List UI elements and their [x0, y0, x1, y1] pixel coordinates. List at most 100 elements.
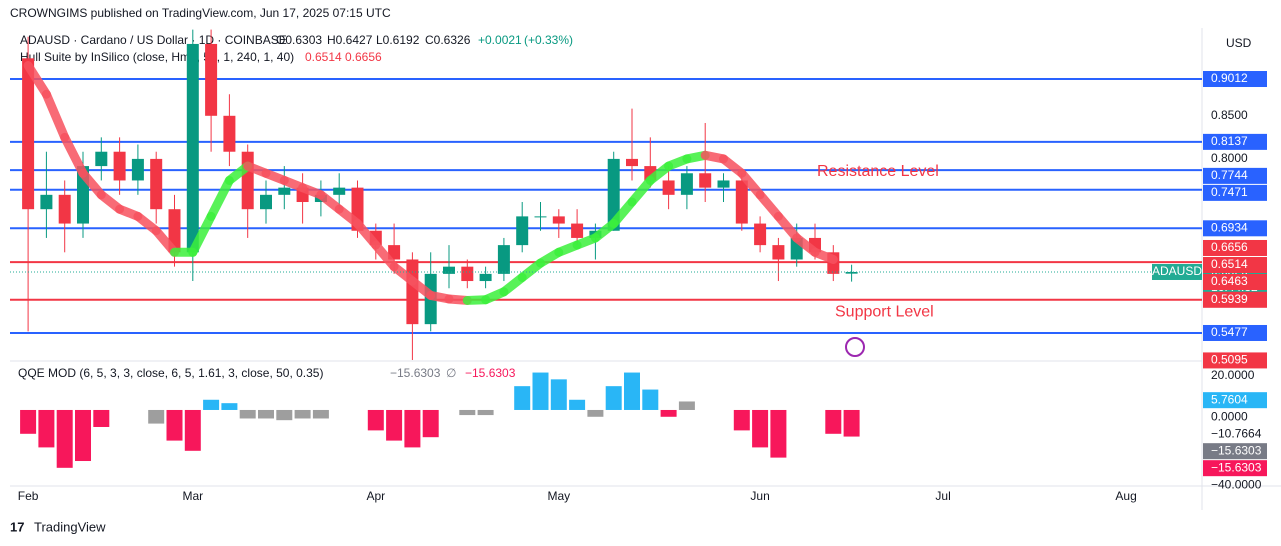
hull-segment: [737, 168, 765, 200]
qqe-bar: [660, 409, 677, 417]
axis-label: 0.6514: [1211, 257, 1248, 271]
qqe-bar: [38, 409, 55, 448]
hull-segment: [609, 197, 637, 229]
hull-segment: [60, 132, 88, 178]
candle-body: [95, 151, 108, 167]
candle-body: [388, 245, 401, 260]
candle-body: [22, 58, 35, 210]
qqe-bar: [56, 409, 73, 468]
candle-body: [680, 173, 693, 195]
x-tick-label: Mar: [182, 489, 203, 503]
candle-body: [534, 216, 547, 218]
axis-label-box: [1203, 133, 1267, 150]
axis-label-box: [1203, 184, 1267, 201]
qqe-bar: [459, 409, 476, 416]
candle-body: [150, 158, 163, 210]
hull-segment: [353, 219, 381, 250]
currency: USD: [1226, 36, 1252, 50]
qqe-bar: [422, 409, 439, 438]
hull-segment: [23, 61, 51, 99]
legend-high: H0.6427: [327, 33, 373, 47]
candle-body: [333, 187, 346, 195]
x-tick-label: Jul: [935, 489, 950, 503]
axis-label-box: [1203, 460, 1267, 477]
qqe-bar: [514, 386, 531, 410]
qqe-bar: [843, 409, 860, 437]
indicator-value: 0.6514: [305, 50, 342, 64]
qqe-bar: [752, 409, 769, 448]
candle-body: [461, 266, 474, 282]
candle-body: [772, 245, 785, 260]
axis-label: 0.8500: [1211, 108, 1248, 122]
candle-body: [241, 151, 254, 210]
axis-label: 0.5095: [1211, 353, 1248, 367]
qqe-bar: [20, 409, 37, 434]
axis-label: 0.7744: [1211, 168, 1248, 182]
qqe-bar: [239, 409, 256, 419]
hull-segment: [188, 211, 216, 257]
axis-label: 20.0000: [1211, 368, 1255, 382]
candle-body: [662, 180, 675, 195]
qqe-bar: [75, 409, 91, 462]
axis-label: −40.0000: [1211, 477, 1262, 491]
qqe-bar: [605, 386, 622, 410]
hull-segment: [755, 190, 783, 221]
candle-body: [168, 209, 181, 253]
qqe-bar: [221, 403, 238, 410]
axis-label-box: [1203, 392, 1267, 409]
qqe-bar: [294, 409, 311, 419]
hull-segment: [627, 175, 655, 207]
hull-segment: [206, 175, 234, 221]
axis-label: 0.9012: [1211, 71, 1248, 85]
axis-label-box: [1203, 256, 1267, 273]
x-tick-label: May: [547, 489, 570, 503]
symbol-tag: [1152, 263, 1202, 280]
axis-label: 0.8137: [1211, 134, 1248, 148]
indicator-name: Hull Suite by InSilico (close, Hma, 55, …: [20, 50, 294, 64]
hull-segment: [151, 226, 179, 257]
axis-label: 0.7471: [1211, 185, 1248, 199]
brand: TradingView: [34, 519, 106, 534]
x-tick-label: Feb: [18, 489, 39, 503]
qqe-bar: [825, 409, 842, 434]
candle-body: [443, 266, 455, 274]
candle-body: [479, 273, 492, 282]
candle-body: [754, 223, 767, 246]
qqe-bar: [184, 409, 201, 451]
candle-body: [607, 158, 620, 231]
axis-label: 0.6463: [1211, 274, 1248, 288]
candle-body: [845, 271, 858, 274]
qqe-bar: [386, 409, 403, 441]
candle-body: [552, 216, 565, 224]
qqe-bar: [276, 409, 293, 421]
legend-low: L0.6192: [376, 33, 420, 47]
axis-label: −10.7664: [1211, 426, 1262, 440]
candle-body: [717, 180, 730, 188]
legend-close: C0.6326: [425, 33, 471, 47]
qqe-bar: [532, 372, 549, 410]
axis-label: −15.6303: [1211, 460, 1262, 474]
x-tick-label: Apr: [366, 489, 385, 503]
hull-segment: [773, 211, 802, 243]
symbol-tag-text: ADAUSD: [1152, 264, 1202, 278]
publisher: CROWNGIMS published on TradingView.com, …: [10, 6, 391, 20]
axis-label: 0.6934: [1211, 220, 1248, 234]
candle-body: [406, 259, 419, 325]
symbol: ADAUSD · Cardano / US Dollar · 1D · COIN…: [20, 33, 287, 47]
qqe-bar: [93, 409, 110, 427]
hull-segment: [78, 168, 106, 200]
qqe-bar: [770, 409, 787, 458]
axis-label: −15.6303: [1211, 443, 1262, 457]
axis-label-box: [1203, 443, 1267, 460]
axis-label-box: [1203, 239, 1267, 256]
qqe-bar: [678, 401, 695, 410]
logo-icon: [845, 337, 865, 357]
axis-label-box: [1203, 71, 1267, 88]
qqe-bar: [550, 379, 567, 410]
qqe-bar: [258, 409, 274, 419]
qqe-value: −15.6303: [390, 366, 441, 380]
axis-label-box: [1203, 167, 1267, 184]
candle-body: [58, 194, 71, 224]
qqe-bar: [203, 399, 220, 410]
